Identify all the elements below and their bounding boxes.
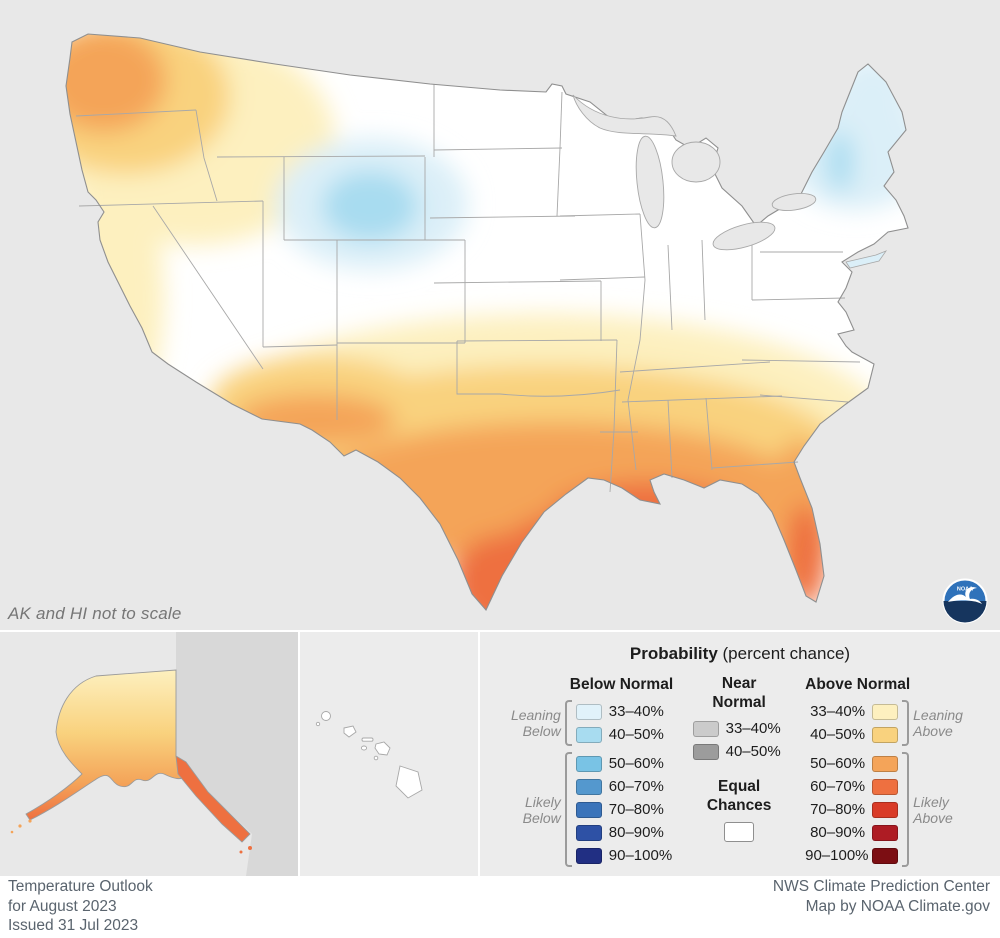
noaa-logo-icon: NOAA (942, 578, 988, 624)
range-label: 40–50% (810, 726, 866, 743)
legend-swatch (575, 703, 602, 720)
legend-row: 80–90% (805, 821, 899, 844)
legend-swatch (872, 778, 899, 795)
footer-right: NWS Climate Prediction Center Map by NOA… (773, 877, 990, 916)
alaska-inset (0, 632, 298, 876)
legend-panel: Probability (percent chance) Below Norma… (480, 632, 1000, 876)
canada-landmass (176, 632, 298, 876)
range-label: 50–60% (810, 755, 866, 772)
likely-below-label: Likely Below (522, 793, 561, 826)
below-normal-column: Below Normal Leaning Below Likely Below … (507, 674, 673, 867)
leaning-below-label: Leaning Below (510, 707, 561, 739)
range-label: 90–100% (608, 847, 673, 864)
range-label: 60–70% (608, 778, 664, 795)
alaska-panhandle (175, 755, 251, 843)
legend-row: 90–100% (575, 844, 673, 867)
conus-map-panel: AK and HI not to scale NOAA (0, 0, 1000, 630)
range-label: 33–40% (810, 703, 866, 720)
long-island (845, 250, 888, 269)
map-note: AK and HI not to scale (8, 604, 182, 623)
legend-row: 70–80% (805, 798, 899, 821)
legend-swatch (872, 847, 899, 864)
legend-swatch (575, 847, 602, 864)
legend-swatch (872, 703, 899, 720)
legend-swatch (575, 726, 602, 743)
range-label: 60–70% (810, 778, 866, 795)
range-label: 80–90% (608, 824, 664, 841)
legend-row: 80–90% (575, 821, 669, 844)
range-label: 90–100% (805, 847, 869, 864)
legend-swatch (872, 824, 899, 841)
range-label: 33–40% (608, 703, 664, 720)
range-label: 50–60% (608, 755, 664, 772)
legend-row: 60–70% (805, 775, 899, 798)
above-normal-header: Above Normal (805, 676, 911, 693)
likely-above-bracket (902, 752, 910, 867)
range-label: 33–40% (725, 720, 781, 737)
legend-swatch (872, 726, 899, 743)
likely-above-label: Likely Above (913, 793, 953, 826)
legend-swatch (575, 755, 602, 772)
leaning-above-label: Leaning Above (913, 707, 963, 739)
legend-row: 40–50% (692, 740, 786, 763)
legend-row: 40–50% (575, 723, 669, 746)
near-normal-column: Near Normal 33–40% 40–50% Equal Chances (689, 674, 789, 842)
legend-row: 60–70% (575, 775, 669, 798)
legend-title-bold: Probability (629, 644, 718, 663)
equal-chances-label: Equal Chances (706, 778, 772, 814)
legend-row: 90–100% (805, 844, 899, 867)
range-label: 40–50% (725, 743, 781, 760)
legend-row: 70–80% (575, 798, 669, 821)
great-lakes (572, 94, 817, 251)
legend-swatch (692, 720, 719, 737)
range-label: 40–50% (608, 726, 664, 743)
above-normal-column: Above Normal 33–40% 40–50% 50–60% 60–70%… (805, 674, 973, 867)
legend-title-rest: (percent chance) (717, 644, 851, 663)
leaning-below-bracket (564, 700, 572, 746)
near-normal-header: Near Normal (712, 675, 766, 711)
footer-credit: Map by NOAA Climate.gov (805, 897, 990, 915)
equal-chances-swatch (724, 822, 755, 842)
legend-swatch (575, 778, 602, 795)
below-normal-header: Below Normal (569, 676, 674, 693)
leaning-above-bracket (902, 700, 910, 746)
footer-left: Temperature Outlook for August 2023 Issu… (8, 877, 153, 936)
legend-title: Probability (percent chance) (480, 644, 1000, 664)
range-label: 70–80% (810, 801, 866, 818)
footer: Temperature Outlook for August 2023 Issu… (0, 876, 1000, 936)
footer-product-title: Temperature Outlook (8, 878, 153, 895)
legend-swatch (692, 743, 719, 760)
hawaii-inset (300, 632, 478, 876)
likely-below-bracket (564, 752, 572, 867)
noaa-logo-text: NOAA (957, 587, 973, 593)
footer-source: NWS Climate Prediction Center (772, 878, 990, 895)
conus-map-canvas (65, 33, 909, 611)
footer-issued-date: Issued 31 Jul 2023 (8, 917, 139, 934)
legend-swatch (872, 755, 899, 772)
range-label: 70–80% (608, 801, 664, 818)
legend-row: 33–40% (805, 700, 899, 723)
legend-row: 33–40% (692, 717, 786, 740)
legend-row: 40–50% (805, 723, 899, 746)
state-borders (75, 84, 861, 493)
legend-swatch (575, 801, 602, 818)
bottom-row: Probability (percent chance) Below Norma… (0, 630, 1000, 876)
range-label: 80–90% (810, 824, 866, 841)
hawaii-islands (315, 711, 423, 799)
legend-row: 50–60% (575, 752, 669, 775)
legend-swatch (872, 801, 899, 818)
legend-swatch (575, 824, 602, 841)
legend-row: 50–60% (805, 752, 899, 775)
legend-row: 33–40% (575, 700, 669, 723)
footer-period: for August 2023 (8, 897, 117, 915)
